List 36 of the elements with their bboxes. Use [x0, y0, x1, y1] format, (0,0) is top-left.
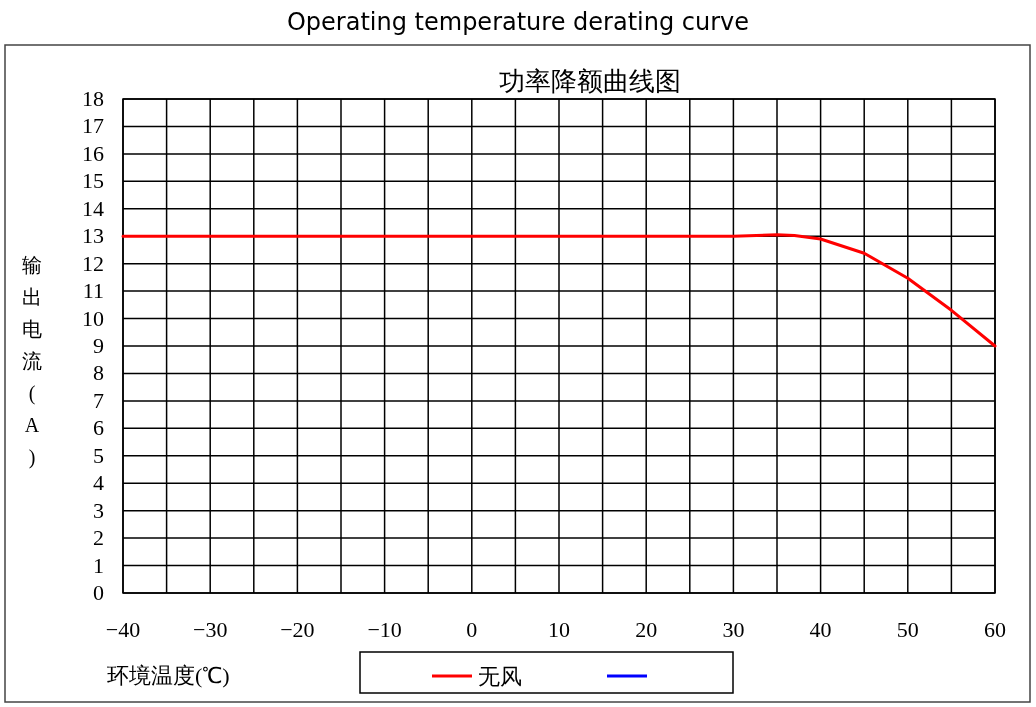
y-tick-label: 8 [93, 360, 104, 386]
y-tick-label: 12 [82, 250, 104, 276]
y-tick-label: 6 [93, 415, 104, 441]
y-tick-label: 18 [82, 86, 104, 111]
legend-label: 无风 [478, 664, 522, 689]
y-tick-label: 10 [82, 305, 104, 331]
y-tick-label: 14 [82, 195, 104, 221]
y-tick-label: 5 [93, 442, 104, 468]
y-tick-label: 1 [93, 552, 104, 578]
y-tick-label: 17 [82, 113, 104, 139]
x-tick-label: 10 [548, 617, 570, 642]
x-axis-title: 环境温度(℃) [107, 663, 230, 688]
y-tick-label: 16 [82, 140, 104, 166]
y-tick-label: 7 [93, 387, 104, 413]
x-tick-label: 60 [984, 617, 1006, 642]
x-tick-label: −10 [367, 617, 402, 642]
x-tick-label: −30 [192, 617, 228, 642]
y-tick-label: 9 [93, 333, 104, 358]
y-tick-label: 2 [93, 525, 104, 551]
x-tick-label: −20 [280, 617, 315, 642]
chart-subtitle: 功率降额曲线图 [499, 67, 681, 96]
y-tick-label: 0 [93, 580, 104, 605]
y-tick-label: 3 [93, 497, 104, 523]
y-tick-label: 13 [82, 223, 104, 249]
chart-title: Operating temperature derating curve [286, 8, 750, 36]
x-tick-label: −40 [105, 617, 141, 642]
x-tick-label: 20 [635, 617, 658, 642]
y-axis-title: 输出电流(A) [22, 254, 42, 469]
x-tick-label: 50 [896, 617, 919, 642]
x-tick-label: 30 [722, 617, 745, 642]
y-tick-label: 11 [82, 278, 104, 304]
x-tick-label: 40 [809, 617, 832, 642]
y-tick-label: 4 [93, 470, 104, 496]
y-tick-label: 15 [82, 168, 104, 194]
line-series [121, 233, 997, 348]
x-tick-label: 0 [466, 617, 478, 642]
